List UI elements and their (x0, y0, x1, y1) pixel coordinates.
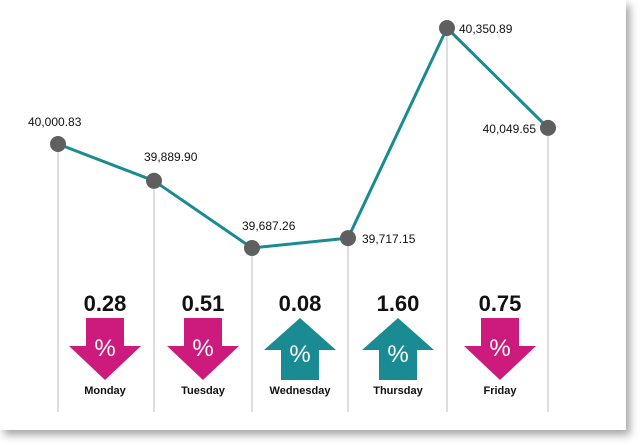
weekly-index-chart: 40,000.83 39,889.90 39,687.26 39,717.15 40,3… (28, 20, 556, 412)
percent-change-label: 0.75 (479, 291, 522, 316)
percent-change-label: 0.51 (182, 291, 225, 316)
percent-change-label: 0.28 (84, 291, 127, 316)
series-line (57, 26, 550, 250)
day-label: Friday (483, 385, 517, 397)
data-point (50, 136, 66, 152)
data-label: 39,889.90 (144, 150, 198, 164)
data-label: 39,717.15 (362, 232, 416, 246)
data-label: 39,687.26 (242, 219, 296, 233)
percent-change-label: 0.08 (279, 291, 322, 316)
arrow-down-icon (464, 318, 536, 380)
arrow-down-icon (69, 318, 141, 380)
data-point (146, 172, 162, 189)
data-label: 40,000.83 (28, 115, 82, 129)
data-point (340, 230, 356, 247)
percent-sign: % (489, 335, 510, 362)
day-change-tuesday: 0.51% Tuesday (167, 291, 239, 397)
percent-sign: % (94, 335, 115, 362)
day-label: Monday (84, 385, 126, 397)
arrow-up-icon (264, 318, 336, 380)
day-change-thursday: 1.60% Thursday (362, 291, 434, 397)
data-point (439, 20, 455, 36)
arrow-up-icon (362, 318, 434, 380)
day-change-wednesday: 0.08% Wednesday (264, 291, 336, 397)
chart-frame: 40,000.83 39,889.90 39,687.26 39,717.15 40,3… (28, 20, 556, 412)
percent-sign: % (387, 341, 408, 368)
data-label: 40,049.65 (483, 122, 537, 136)
day-label: Wednesday (270, 385, 332, 397)
data-point (540, 119, 556, 136)
percent-change-label: 1.60 (377, 291, 420, 316)
percent-sign: % (192, 335, 213, 362)
day-change-friday: 0.75% Friday (464, 291, 536, 397)
data-point (244, 240, 260, 256)
day-label: Tuesday (181, 385, 226, 397)
data-label: 40,350.89 (459, 22, 513, 36)
day-change-monday: 0.28% Monday (69, 291, 141, 397)
percent-sign: % (289, 341, 310, 368)
day-label: Thursday (373, 385, 423, 397)
arrow-down-icon (167, 318, 239, 380)
